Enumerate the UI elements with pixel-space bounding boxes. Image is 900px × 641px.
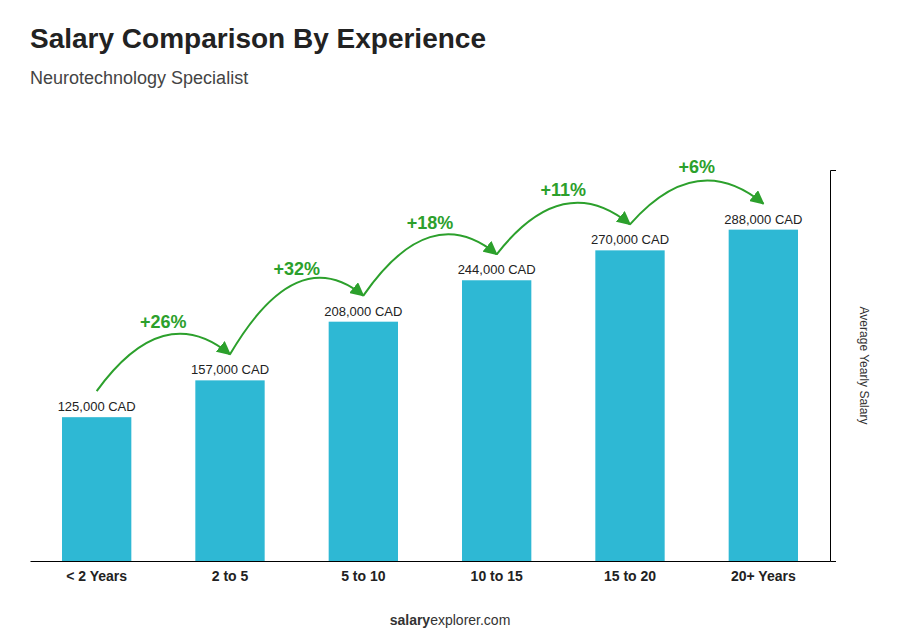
bar <box>729 230 798 561</box>
data-label: 157,000 CAD <box>191 362 269 377</box>
data-label: 288,000 CAD <box>724 212 802 227</box>
chart: Salary Comparison By Experience Neurotech… <box>0 0 900 641</box>
subtitle: Neurotechnology Specialist <box>30 68 248 88</box>
data-label: 125,000 CAD <box>58 399 136 414</box>
footer: salaryexplorer.com <box>390 612 511 628</box>
bar <box>62 417 131 561</box>
change-arrow <box>97 334 230 391</box>
tick: < 2 Years <box>66 561 127 584</box>
annotation: +6% <box>678 157 715 177</box>
bar <box>462 280 531 561</box>
tick-label: 5 to 10 <box>341 568 386 584</box>
tick: 15 to 20 <box>604 561 656 584</box>
annotation: +18% <box>407 213 454 233</box>
data-labels: 125,000 CAD 157,000 CAD 208,000 CAD 244,000… <box>58 212 803 415</box>
tick-label: < 2 Years <box>66 568 127 584</box>
change-arrow <box>497 203 630 255</box>
data-label: 270,000 CAD <box>591 232 669 247</box>
axis-title: Average Yearly Salary <box>857 307 871 425</box>
change-arrow <box>230 278 363 355</box>
tick: 5 to 10 <box>341 561 386 584</box>
axis-line <box>31 561 831 562</box>
annotation: +11% <box>541 180 587 200</box>
plot: < 2 Years 2 to 5 5 to 10 10 to 15 15 to 20 20… <box>31 157 837 584</box>
change-arrow <box>363 234 496 295</box>
bar <box>195 380 264 561</box>
tick: 10 to 15 <box>471 561 523 584</box>
bars <box>62 230 798 561</box>
data-label: 244,000 CAD <box>458 262 536 277</box>
axis-line <box>831 171 837 562</box>
footer-part: salary <box>390 612 431 628</box>
tick-label: 2 to 5 <box>212 568 249 584</box>
tick: 2 to 5 <box>212 561 249 584</box>
change-arrow <box>630 181 763 225</box>
change-arrows: +26% +32% +18% +11% +6% <box>97 157 764 391</box>
title: Salary Comparison By Experience <box>30 23 486 54</box>
data-label: 208,000 CAD <box>324 304 402 319</box>
tick-label: 10 to 15 <box>471 568 523 584</box>
tick-label: 20+ Years <box>731 568 796 584</box>
annotation: +32% <box>273 259 320 279</box>
footer-part: explorer.com <box>430 612 510 628</box>
tick-label: 15 to 20 <box>604 568 656 584</box>
y-axis <box>831 171 837 562</box>
bar <box>595 250 664 561</box>
x-axis: < 2 Years 2 to 5 5 to 10 10 to 15 15 to 20 20… <box>31 561 831 584</box>
bar <box>329 322 398 561</box>
tick: 20+ Years <box>731 561 796 584</box>
annotation: +26% <box>140 312 187 332</box>
